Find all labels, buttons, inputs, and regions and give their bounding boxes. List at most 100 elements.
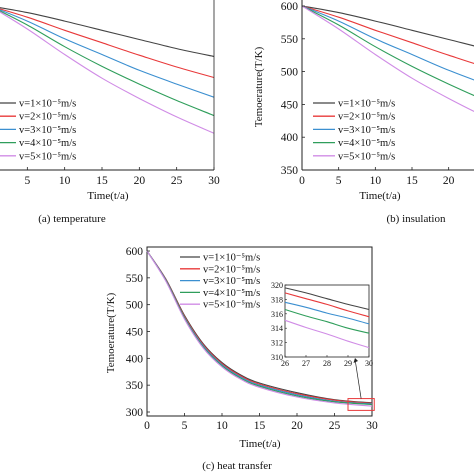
chart-b-legend: v=1×10⁻⁵m/s v=2×10⁻⁵m/s v=3×10⁻⁵m/s v=4×10⁻… bbox=[313, 99, 395, 162]
chart-a-x-tick-4: 20 bbox=[134, 175, 146, 187]
chart-c-y-tick-1: 300 bbox=[126, 407, 144, 419]
chart-c-legend-label-3: v=3×10⁻⁵m/s bbox=[203, 276, 260, 287]
chart-b-ylabel: Temoerature(T/K) bbox=[253, 46, 265, 127]
chart-c-x-tick-6: 25 bbox=[329, 420, 341, 432]
chart-b-x-ticks: 0 5 10 15 20 bbox=[299, 167, 455, 187]
chart-c-inset-series-5-line bbox=[284, 319, 370, 349]
chart-c-x-tick-1: 0 bbox=[144, 420, 150, 432]
chart-b-legend-label-1: v=1×10⁻⁵m/s bbox=[338, 99, 395, 110]
chart-c-inset-series-1-line bbox=[284, 287, 370, 311]
chart-c-x-ticks: 0 5 10 15 20 25 30 bbox=[144, 413, 378, 432]
chart-c-inset-x-tick-3: 28 bbox=[323, 359, 331, 368]
chart-c-plot bbox=[146, 246, 373, 417]
chart-c-x-tick-7: 30 bbox=[366, 420, 378, 432]
chart-c-legend-label-5: v=5×10⁻⁵m/s bbox=[203, 300, 260, 311]
chart-b-lines bbox=[302, 5, 474, 113]
chart-a-x-tick-5: 25 bbox=[171, 175, 183, 187]
chart-b-x-tick-1: 0 bbox=[299, 175, 305, 187]
chart-c-inset-y-tick-2: 312 bbox=[271, 339, 283, 348]
chart-a-caption: (a) temperature bbox=[38, 213, 106, 225]
chart-b-series-2-line bbox=[302, 5, 474, 65]
chart-a-legend-label-4: v=4×10⁻⁵m/s bbox=[19, 138, 76, 149]
chart-a-series-4-line bbox=[0, 10, 214, 117]
chart-c-inset-x-tick-5: 30 bbox=[365, 359, 373, 368]
chart-c-inset-y-tick-1: 310 bbox=[271, 353, 283, 362]
chart-c-inset: 26 27 28 29 30 310 312 314 316 318 320 bbox=[271, 281, 375, 411]
chart-c-x-tick-5: 20 bbox=[291, 420, 303, 432]
chart-b-series-1-line bbox=[302, 5, 474, 47]
chart-b-x-tick-2: 5 bbox=[336, 175, 342, 187]
chart-b-y-tick-2: 400 bbox=[281, 132, 299, 144]
chart-a-series-1-line bbox=[0, 7, 214, 58]
chart-c-y-tick-6: 550 bbox=[126, 273, 144, 285]
chart-c-inset-frame bbox=[284, 284, 370, 358]
chart-c-legend: v=1×10⁻⁵m/sv=2×10⁻⁵m/sv=3×10⁻⁵m/sv=4×10⁻… bbox=[180, 253, 260, 311]
chart-a-x-tick-1: 5 bbox=[24, 175, 30, 187]
chart-b-series-5-line bbox=[302, 5, 474, 113]
chart-c-lines bbox=[146, 250, 373, 407]
chart-b-caption: (b) insulation bbox=[387, 213, 446, 225]
chart-a-series-2-line bbox=[0, 8, 214, 79]
chart-a-x-tick-3: 15 bbox=[96, 175, 108, 187]
chart-c-inset-y-tick-4: 316 bbox=[271, 310, 283, 319]
chart-b-y-ticks: 350 400 450 500 550 600 bbox=[281, 1, 305, 177]
chart-b-legend-label-2: v=2×10⁻⁵m/s bbox=[338, 112, 395, 123]
chart-c-inset-y-tick-6: 320 bbox=[271, 281, 283, 290]
chart-c-x-tick-4: 15 bbox=[254, 420, 266, 432]
chart-c-zoom-arrow bbox=[354, 358, 362, 399]
chart-b: 0 5 10 15 20 350 400 450 500 550 600 Time(t/a) Te… bbox=[253, 0, 474, 225]
chart-c-inset-x-tick-1: 26 bbox=[281, 359, 289, 368]
chart-c-inset-y-tick-5: 318 bbox=[271, 295, 283, 304]
chart-b-y-tick-5: 550 bbox=[281, 34, 299, 46]
chart-c-y-tick-4: 450 bbox=[126, 327, 144, 339]
chart-a: 5 10 15 20 25 30 Time(t/a) v=1×10⁻⁵m/s v=2×10⁻… bbox=[0, 0, 220, 225]
chart-c-caption: (c) heat transfer bbox=[202, 460, 272, 472]
chart-a-x-ticks: 5 10 15 20 25 30 bbox=[24, 167, 220, 187]
chart-c-legend-label-1: v=1×10⁻⁵m/s bbox=[203, 253, 260, 264]
chart-b-y-tick-1: 350 bbox=[281, 165, 299, 177]
chart-b-y-tick-4: 500 bbox=[281, 67, 299, 79]
chart-a-legend-label-1: v=1×10⁻⁵m/s bbox=[19, 99, 76, 110]
chart-b-legend-label-3: v=3×10⁻⁵m/s bbox=[338, 125, 395, 136]
chart-b-x-tick-3: 10 bbox=[370, 175, 382, 187]
chart-a-xlabel: Time(t/a) bbox=[87, 190, 128, 202]
chart-a-legend-label-2: v=2×10⁻⁵m/s bbox=[19, 112, 76, 123]
chart-c-legend-label-2: v=2×10⁻⁵m/s bbox=[203, 264, 260, 275]
chart-b-plot bbox=[301, 0, 474, 171]
chart-b-series-3-line bbox=[302, 5, 474, 81]
chart-c-x-tick-2: 5 bbox=[182, 420, 188, 432]
chart-c-legend-label-4: v=4×10⁻⁵m/s bbox=[203, 288, 260, 299]
chart-c-zoom-arrowhead bbox=[353, 358, 358, 363]
chart-a-series-3-line bbox=[0, 9, 214, 98]
chart-b-x-tick-5: 20 bbox=[443, 175, 455, 187]
chart-c-xlabel: Time(t/a) bbox=[239, 438, 280, 450]
chart-a-legend-label-3: v=3×10⁻⁵m/s bbox=[19, 125, 76, 136]
chart-a-x-tick-2: 10 bbox=[59, 175, 71, 187]
chart-b-series-4-line bbox=[302, 5, 474, 97]
chart-c-inset-x-tick-2: 27 bbox=[302, 359, 310, 368]
chart-c: 0 5 10 15 20 25 30 300 350 400 450 500 550 600 Time(… bbox=[105, 246, 378, 472]
chart-b-y-tick-3: 450 bbox=[281, 99, 299, 111]
chart-a-plot bbox=[0, 0, 215, 171]
chart-c-y-ticks: 300 350 400 450 500 550 600 bbox=[126, 246, 150, 419]
chart-c-x-tick-3: 10 bbox=[216, 420, 228, 432]
chart-c-inset-y-tick-3: 314 bbox=[271, 324, 283, 333]
chart-c-y-tick-5: 500 bbox=[126, 300, 144, 312]
chart-c-y-tick-3: 400 bbox=[126, 353, 144, 365]
chart-c-y-tick-2: 350 bbox=[126, 380, 144, 392]
chart-a-legend: v=1×10⁻⁵m/s v=2×10⁻⁵m/s v=3×10⁻⁵m/s v=4×10⁻… bbox=[0, 99, 76, 162]
chart-b-y-tick-6: 600 bbox=[281, 1, 299, 13]
chart-a-series-5-line bbox=[0, 11, 214, 134]
chart-b-xlabel: Time(t/a) bbox=[359, 190, 400, 202]
chart-c-y-tick-7: 600 bbox=[126, 246, 144, 258]
chart-a-x-tick-6: 30 bbox=[208, 175, 220, 187]
chart-b-legend-label-5: v=5×10⁻⁵m/s bbox=[338, 151, 395, 162]
chart-a-lines bbox=[0, 7, 214, 134]
chart-b-legend-label-4: v=4×10⁻⁵m/s bbox=[338, 138, 395, 149]
chart-c-inset-series-3-line bbox=[284, 301, 370, 325]
chart-c-ylabel: Temoerature(T/K) bbox=[105, 292, 117, 373]
chart-c-series-5-line bbox=[146, 250, 373, 407]
chart-c-inset-x-tick-4: 29 bbox=[344, 359, 352, 368]
chart-c-inset-series-4-line bbox=[284, 308, 370, 334]
